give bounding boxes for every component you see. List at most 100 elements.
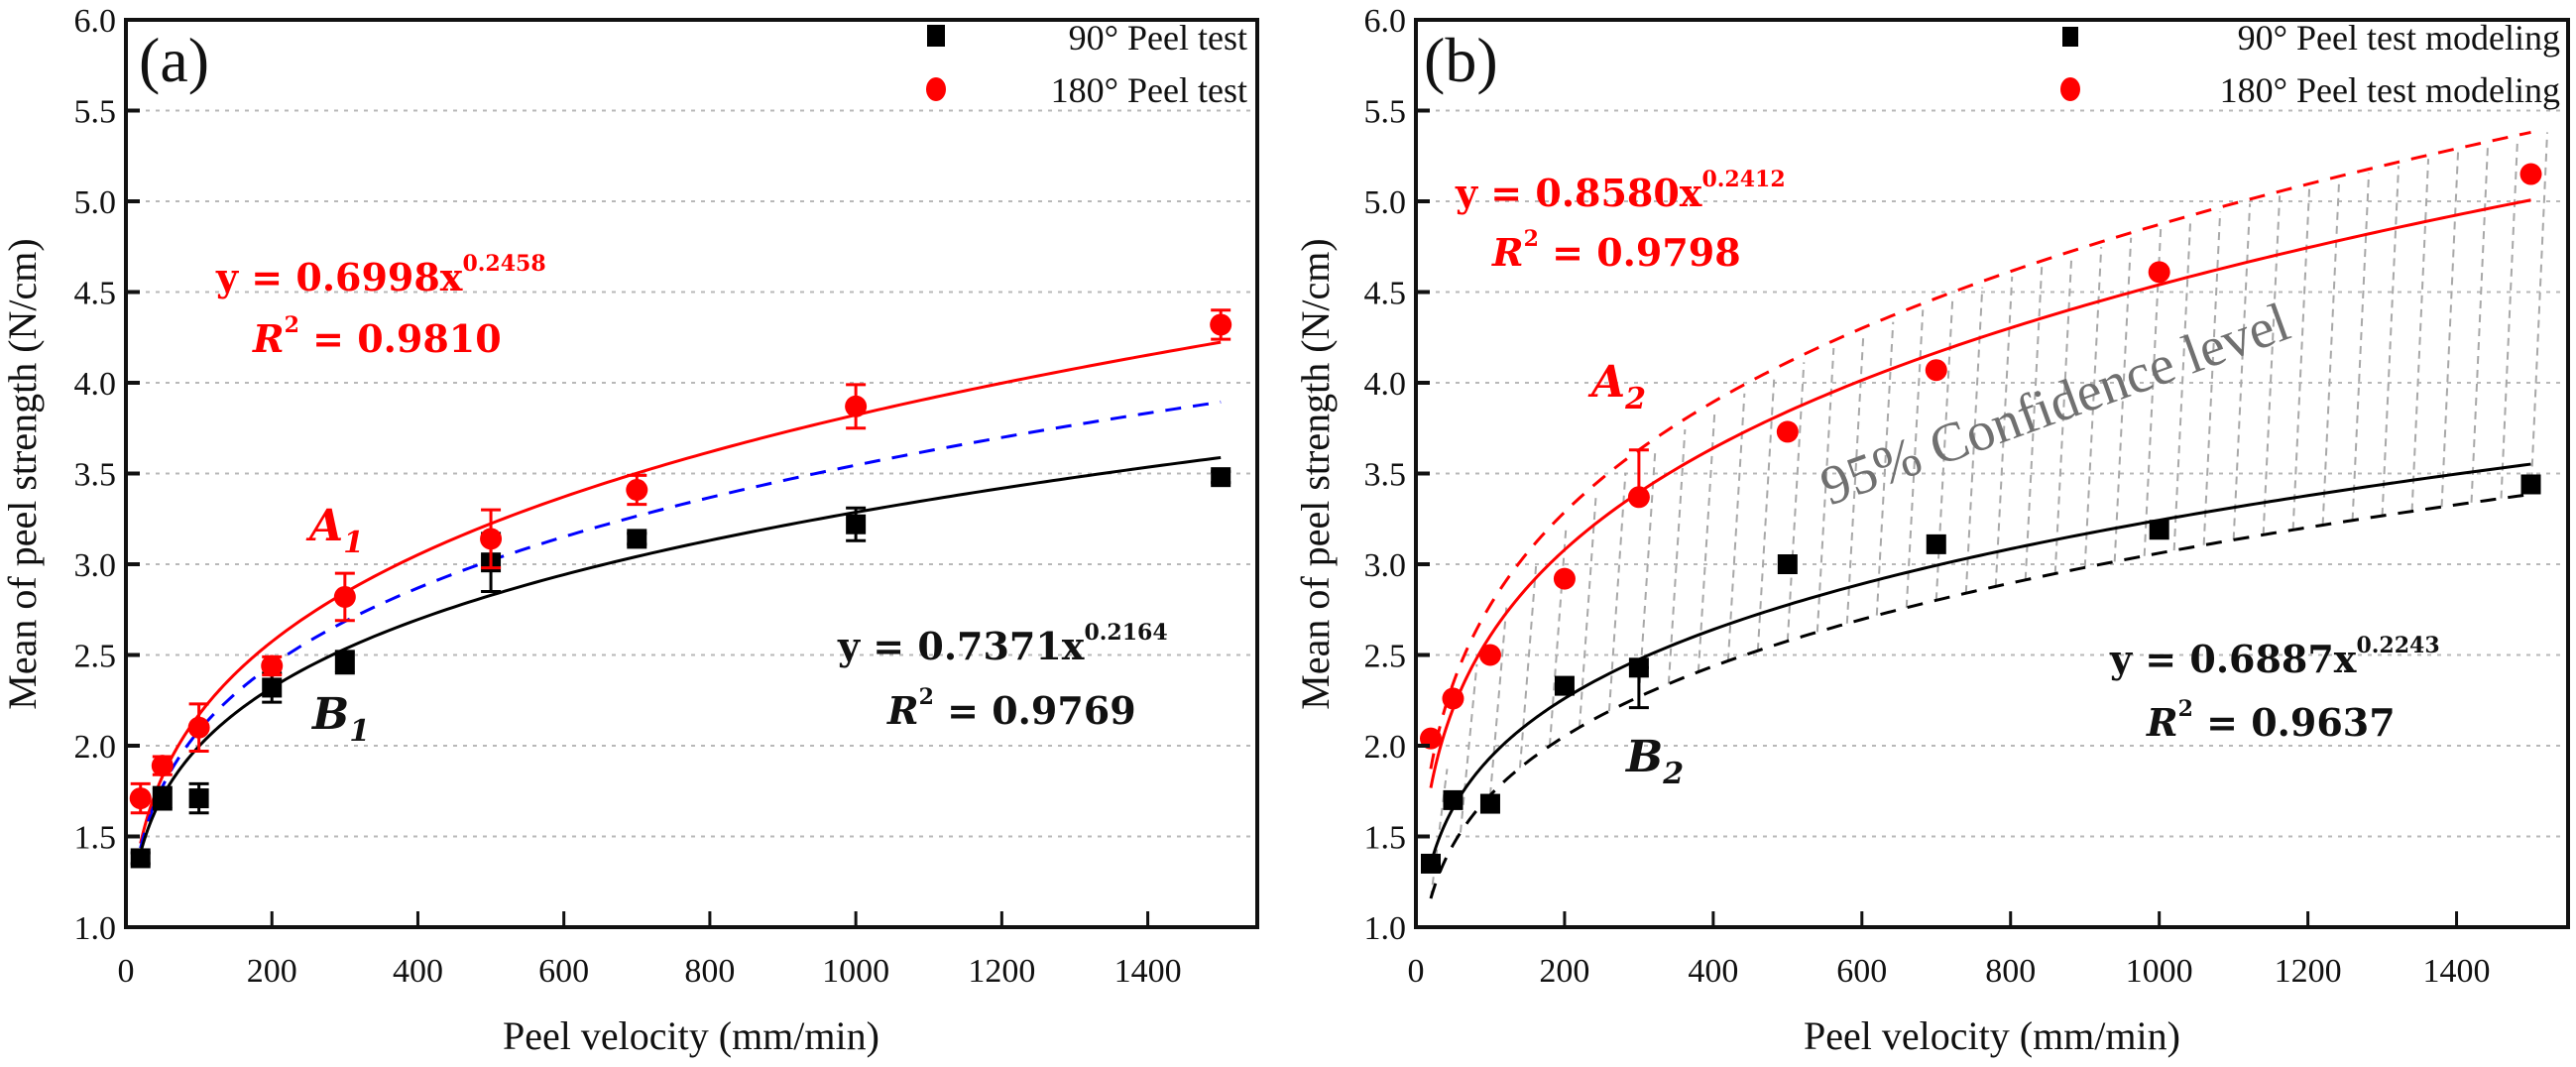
y-tick-label: 2.0	[1364, 729, 1407, 766]
y-axis-title: Mean of peel strength (N/cm)	[1293, 238, 1338, 709]
legend-square-marker	[2062, 27, 2078, 47]
equation-black: y = 0.6887x0.2243 R2 = 0.9637	[2109, 633, 2440, 745]
hatch-line	[1786, 362, 1806, 642]
data-point-square	[152, 788, 173, 809]
fit-curves	[139, 340, 1222, 854]
data-point-circle	[1776, 420, 1799, 443]
data-point-square	[2149, 520, 2169, 540]
data-point-square	[2520, 474, 2541, 495]
r-squared-symbol: R	[2146, 700, 2178, 745]
x-axis-title: Peel velocity (mm/min)	[503, 1013, 879, 1058]
x-tick-label: 600	[1836, 953, 1887, 990]
equation-exponent: 0.2243	[2356, 633, 2439, 658]
equation-red: y = 0.8580x0.2412 R2 = 0.9798	[1455, 167, 1786, 275]
y-tick-label: 4.0	[74, 366, 117, 403]
hatch-line	[1518, 561, 1538, 769]
hatch-line	[1667, 429, 1687, 684]
x-tick-label: 1200	[2275, 953, 2342, 990]
legend-label-90: 90° Peel test modeling	[2238, 18, 2560, 58]
y-tick-label: 5.5	[1364, 94, 1407, 131]
data-point-circle	[845, 395, 868, 417]
equation-black: y = 0.7371x0.2164 R2 = 0.9769	[837, 620, 1168, 733]
equation-line1: y = 0.6998x	[215, 255, 463, 299]
data-point-circle	[151, 755, 174, 777]
y-tick-label: 3.0	[1364, 547, 1407, 584]
legend-circle-marker	[926, 77, 946, 101]
r-squared-exponent: 2	[2178, 696, 2193, 722]
r-squared-exponent: 2	[285, 312, 299, 338]
annotation-b2: B2	[1624, 732, 1684, 791]
data-point-square	[334, 652, 355, 672]
data-point-square	[1479, 793, 1500, 814]
legend-circle-marker	[2060, 77, 2080, 101]
r-squared-value: = 0.9769	[934, 688, 1136, 733]
hatch-line	[1815, 347, 1835, 633]
r-squared-value: = 0.9637	[2193, 700, 2396, 745]
data-point-circle	[261, 654, 284, 677]
x-tick-label: 800	[684, 953, 735, 990]
fit-curve	[1429, 198, 2531, 788]
y-tick-label: 3.5	[1364, 457, 1407, 494]
legend-label-180: 180° Peel test	[1051, 70, 1247, 110]
data-point-circle	[1442, 687, 1464, 710]
equation-exponent: 0.2458	[462, 251, 545, 277]
hatch-line	[1756, 377, 1776, 652]
hatch-line	[1697, 411, 1716, 672]
svg-text:R2 = 0.9637: R2 = 0.9637	[2146, 696, 2396, 745]
data-point-square	[1777, 554, 1798, 574]
data-point-circle	[1210, 313, 1232, 336]
r-squared-symbol: R	[886, 688, 919, 733]
x-axis: 0 200 400 600 800 1000 1200 1400	[118, 911, 1182, 990]
data-point-circle	[1478, 644, 1501, 666]
hatch-line	[2529, 132, 2549, 495]
x-axis-title: Peel velocity (mm/min)	[1804, 1013, 2180, 1058]
legend-label-90: 90° Peel test	[1069, 18, 1247, 58]
panel-b: 1.0 1.5 2.0 2.5 3.0 3.5 4.0 4.5 5.0 5.5 6.0 0 200 40…	[1293, 3, 2570, 1058]
svg-text:y = 0.6887x0.2243: y = 0.6887x0.2243	[2109, 633, 2440, 681]
x-tick-label: 200	[1539, 953, 1589, 990]
data-point-circle	[1925, 359, 1947, 382]
x-tick-label: 800	[1985, 953, 2036, 990]
annotation-b1: B1	[310, 689, 370, 749]
x-tick-label: 0	[1408, 953, 1425, 990]
panel-label: (b)	[1424, 25, 1498, 95]
x-tick-label: 1200	[968, 953, 1035, 990]
equation-line1: y = 0.7371x	[837, 624, 1085, 668]
data-point-circle	[1627, 486, 1650, 509]
y-tick-label: 6.0	[1364, 3, 1407, 40]
hatch-line	[1726, 393, 1746, 661]
data-point-square	[262, 677, 283, 698]
data-point-circle	[1553, 567, 1576, 590]
hatch-line	[2500, 138, 2519, 499]
data-points	[1419, 163, 2542, 874]
data-point-square	[1628, 657, 1649, 678]
data-point-circle	[626, 478, 648, 501]
hatch-line	[1578, 498, 1597, 728]
legend: 90° Peel test 180° Peel test	[926, 18, 1247, 110]
panel-a: 1.0 1.5 2.0 2.5 3.0 3.5 4.0 4.5 5.0 5.5 6.0 0 200 40…	[0, 3, 1259, 1058]
data-point-square	[1554, 675, 1575, 696]
hatch-line	[2351, 173, 2371, 521]
y-axis-title: Mean of peel strength (N/cm)	[0, 238, 45, 709]
data-point-square	[627, 529, 647, 549]
confidence-level-label: 95% Confidence level	[1813, 292, 2297, 518]
hatch-line	[1994, 276, 2014, 587]
hatch-line	[2262, 195, 2282, 535]
y-tick-label: 3.0	[74, 547, 117, 584]
legend-label-180: 180° Peel test modeling	[2220, 70, 2560, 110]
data-point-square	[188, 788, 209, 809]
y-tick-label: 4.0	[1364, 366, 1407, 403]
y-tick-label: 2.5	[74, 639, 117, 675]
svg-text:R2 = 0.9810: R2 = 0.9810	[252, 312, 502, 361]
hatch-line	[1548, 527, 1568, 747]
legend-square-marker	[927, 25, 945, 47]
hatch-line	[2202, 211, 2222, 545]
annotation-a2: A2	[1587, 357, 1646, 416]
y-tick-label: 3.5	[74, 457, 117, 494]
data-point-circle	[2148, 261, 2170, 284]
grid-lines	[126, 109, 1257, 838]
data-points	[129, 308, 1232, 869]
equation-exponent: 0.2164	[1084, 620, 1167, 646]
svg-text:y = 0.6998x0.2458: y = 0.6998x0.2458	[215, 251, 546, 299]
data-point-circle	[187, 716, 210, 739]
